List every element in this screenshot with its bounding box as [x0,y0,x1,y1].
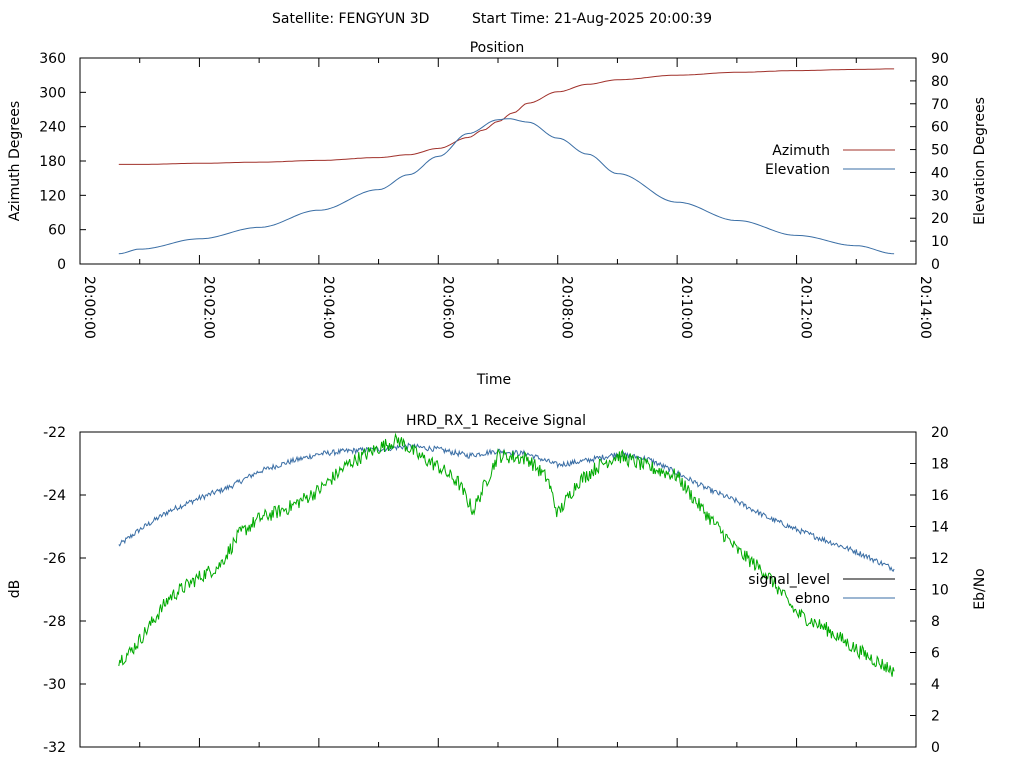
signal-chart: HRD_RX_1 Receive Signal dB Eb/No -32 -30 -… [7,413,988,756]
position-y2-tick-label: 20 [931,211,949,227]
position-y-tick-label: 60 [48,223,66,239]
signal-y-tick-label: -26 [43,551,66,567]
signal-y2-tick-label: 20 [931,425,949,441]
position-y-tick-label: 180 [39,154,66,170]
position-y2-tick-label: 90 [931,51,949,67]
position-y2-tick-label: 80 [931,74,949,90]
position-x-tick-label: 20:08:00 [559,276,575,339]
signal-y-tick-label: -30 [43,677,66,693]
position-y2-tick-label: 70 [931,97,949,113]
signal-legend-label-signal-level: signal_level [748,572,830,588]
signal-y2-tick-label: 18 [931,457,949,473]
position-y2-tick-label: 30 [931,188,949,204]
signal-y2-tick-label: 2 [931,709,940,725]
position-y-tick-label: 240 [39,120,66,136]
header-satellite: Satellite: FENGYUN 3D [272,11,429,27]
signal-y-tick-label: -22 [43,425,66,441]
signal-y2-tick-label: 8 [931,614,940,630]
position-y-tick-label: 300 [39,85,66,101]
signal-plot-frame [79,431,917,748]
position-x-tick-label: 20:02:00 [200,276,216,339]
signal-y-tick-label: -24 [43,488,66,504]
position-legend-label-elevation: Elevation [765,162,830,178]
position-chart: Position Azimuth Degrees Elevation Degre… [7,40,988,388]
position-y-tick-label: 120 [39,188,66,204]
signal-y2-tick-label: 12 [931,551,949,567]
header-start-time: Start Time: 21-Aug-2025 20:00:39 [472,11,712,27]
signal-y2-tick-label: 6 [931,646,940,662]
signal-series-ebno-line [118,442,895,573]
position-legend-label-azimuth: Azimuth [772,143,830,159]
signal-y2-tick-label: 10 [931,583,949,599]
position-x-tick-label: 20:14:00 [917,276,933,339]
signal-y2-tick-label: 0 [931,740,940,756]
signal-y-axis-title: dB [7,580,23,599]
signal-y2-tick-label: 4 [931,677,940,693]
position-y-axis-title: Azimuth Degrees [7,101,23,221]
position-y-tick-label: 360 [39,51,66,67]
signal-y2-axis-title: Eb/No [972,568,988,610]
position-y2-tick-label: 10 [931,234,949,250]
position-x-tick-label: 20:04:00 [320,276,336,339]
signal-y-tick-label: -28 [43,614,66,630]
signal-chart-title: HRD_RX_1 Receive Signal [406,413,586,429]
position-y2-tick-label: 50 [931,143,949,159]
signal-legend-label-ebno: ebno [795,591,830,607]
position-y-tick-label: 0 [57,257,66,273]
position-series-azimuth-line [118,68,895,165]
position-series-elevation-line [118,118,895,255]
signal-y-tick-label: -32 [43,740,66,756]
signal-y2-tick-label: 16 [931,488,949,504]
position-y2-tick-label: 40 [931,165,949,181]
position-x-tick-label: 20:12:00 [798,276,814,339]
signal-series-trace-2-line [118,432,895,677]
signal-y2-tick-label: 14 [931,520,949,536]
position-x-tick-label: 20:06:00 [439,276,455,339]
position-y2-tick-label: 60 [931,120,949,136]
position-chart-title: Position [470,40,525,56]
position-y2-tick-label: 0 [931,257,940,273]
position-y2-axis-title: Elevation Degrees [972,97,988,225]
position-x-tick-label: 20:10:00 [678,276,694,339]
position-x-axis-title: Time [476,372,511,388]
position-plot-frame [79,57,917,265]
position-x-tick-label: 20:00:00 [81,276,97,339]
